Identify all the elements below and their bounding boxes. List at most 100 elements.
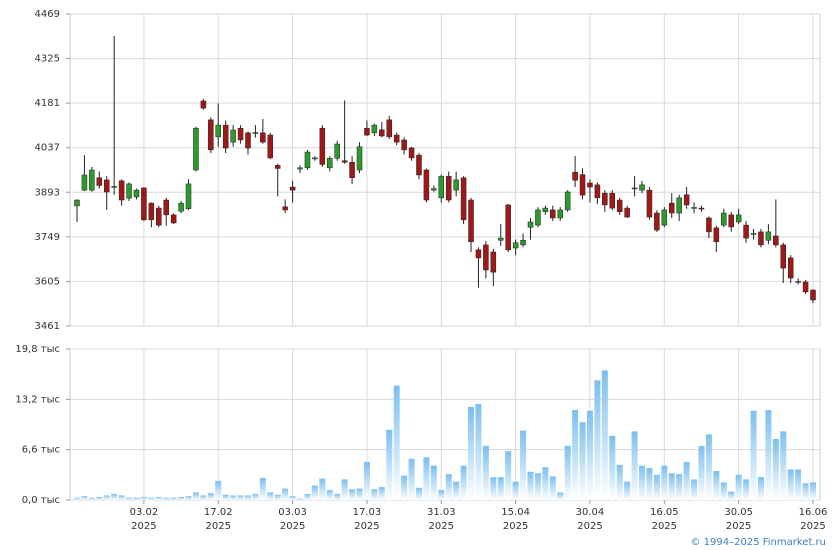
volume-bar [222, 494, 229, 500]
volume-bar [810, 482, 816, 500]
volume-bar [297, 498, 304, 500]
volume-bar [586, 410, 593, 500]
volume-bar [326, 490, 333, 500]
volume-bar [646, 467, 653, 500]
volume-bar [772, 438, 779, 500]
x-tick-label: 03.02 [130, 507, 159, 518]
candle-body [267, 134, 274, 159]
plot-frame [69, 13, 821, 327]
candle-body [371, 124, 378, 134]
candle-body [81, 174, 88, 191]
candle-body [141, 187, 147, 221]
candle-body [423, 169, 430, 201]
y-tick-label: 3893 [35, 187, 60, 198]
y-tick-label: 4325 [35, 54, 60, 65]
candle-body [89, 169, 95, 191]
volume-bar [728, 491, 735, 500]
volume-bar [705, 434, 712, 500]
x-tick-label: 17.03 [353, 507, 382, 518]
volume-bar [401, 475, 408, 500]
x-tick-year: 2025 [800, 521, 825, 532]
candle-body [527, 221, 534, 228]
volume-bar [616, 464, 623, 500]
candle-body [512, 242, 519, 249]
candle-body [282, 206, 288, 211]
candle-body [289, 186, 296, 191]
candle-body [676, 197, 682, 214]
candle-body [668, 202, 675, 214]
candle-body [252, 132, 259, 134]
volume-bar [468, 406, 475, 500]
volume-bar [363, 461, 370, 500]
candle-body [431, 188, 437, 191]
volume-bar [720, 482, 727, 500]
volume-bar [148, 497, 155, 500]
candle-body [631, 187, 638, 190]
volume-bar [126, 497, 133, 500]
candle-body [557, 209, 563, 219]
volume-bar [140, 496, 147, 500]
candle-body [245, 132, 251, 149]
volume-bar [802, 483, 809, 500]
candle-body [111, 186, 117, 188]
volume-bar [207, 493, 214, 500]
y-tick-label: 3749 [35, 232, 60, 243]
volume-bar [319, 478, 326, 500]
volume-bar [334, 493, 341, 500]
volume-bar [445, 474, 452, 500]
y-tick-label: 19,8 тыс [15, 344, 60, 355]
volume-bar [527, 471, 534, 500]
candle-body [200, 100, 207, 109]
candle-body [483, 244, 489, 271]
x-tick-year: 2025 [280, 521, 305, 532]
volume-bar [163, 497, 170, 500]
volume-bar [81, 496, 88, 500]
volume-bar [557, 492, 564, 500]
volume-bar [192, 492, 199, 500]
volume-bar [668, 473, 675, 500]
candle-body [163, 199, 169, 216]
x-tick-label: 16.05 [650, 507, 679, 518]
volume-bar [259, 477, 266, 500]
volume-bar [594, 380, 601, 500]
candle-body [787, 257, 794, 279]
x-tick-label: 17.02 [204, 507, 233, 518]
candle-body [602, 192, 608, 206]
candle-body [691, 207, 697, 209]
candle-body [735, 214, 742, 223]
candle-body [475, 249, 482, 259]
candle-body [505, 204, 511, 251]
candle-body [215, 124, 222, 138]
volume-bar [74, 497, 80, 500]
volume-bar [430, 465, 437, 500]
y-tick-label: 13,2 тыс [15, 394, 60, 405]
x-tick-year: 2025 [354, 521, 379, 532]
candle-body [654, 212, 660, 231]
volume-bar [676, 474, 683, 500]
candle-body [260, 132, 266, 143]
volume-bar [475, 403, 482, 500]
candle-body [795, 281, 801, 283]
volume-bar [88, 497, 95, 500]
candle-body [773, 235, 779, 246]
volume-bar [378, 487, 385, 500]
candle-body [542, 207, 549, 213]
volume-bar [787, 469, 794, 500]
candle-body [334, 143, 340, 159]
candle-body [416, 154, 422, 176]
candle-body [304, 151, 311, 169]
volume-bar [274, 494, 281, 500]
candle-body [564, 191, 571, 211]
volume-bar [244, 495, 251, 500]
volume-bar [230, 495, 237, 500]
volume-bar [252, 493, 259, 500]
candle-body [550, 209, 556, 219]
candle-body [706, 217, 712, 233]
volume-bar [237, 495, 244, 500]
candle-body [74, 199, 80, 207]
x-tick-label: 03.03 [278, 507, 307, 518]
candle-body [758, 231, 764, 246]
volume-bar [341, 479, 348, 500]
